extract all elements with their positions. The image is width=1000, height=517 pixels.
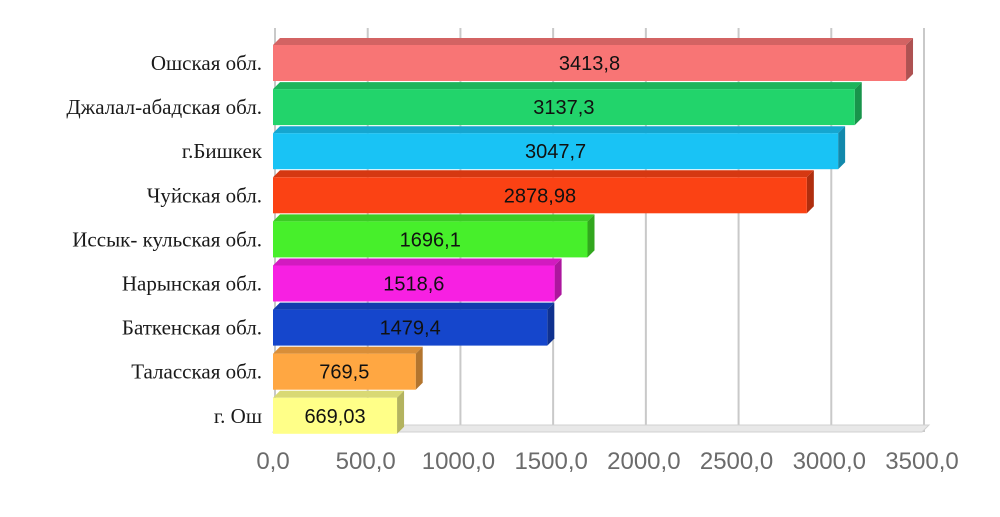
bar: [273, 221, 588, 258]
bar-group: [273, 346, 423, 390]
x-tick-label: 3000,0: [793, 448, 866, 475]
bar-top-face: [273, 302, 555, 310]
bar-top-face: [273, 346, 423, 354]
x-tick-label: 2500,0: [700, 448, 773, 475]
bar-top-face: [273, 126, 846, 134]
bar-group: [273, 82, 862, 126]
bar: [273, 265, 555, 302]
bar-group: [273, 390, 405, 434]
bar-top-face: [273, 82, 862, 90]
category-label: г.Бишкек: [182, 139, 263, 163]
x-tick-label: 3500,0: [885, 448, 958, 475]
bar-side-face: [587, 214, 595, 258]
category-label: Чуйская обл.: [147, 183, 262, 207]
bar-side-face: [906, 38, 914, 81]
x-tick-label: 0,0: [256, 448, 289, 475]
x-tick-label: 1000,0: [422, 448, 495, 475]
category-label: Иссык- кульская обл.: [72, 227, 262, 251]
bar-group: [273, 126, 846, 170]
category-label: Таласская обл.: [131, 360, 262, 384]
bar-group: [273, 170, 814, 214]
bar-top-face: [273, 214, 595, 222]
category-label: Баткенская обл.: [122, 316, 262, 340]
x-tick-label: 1500,0: [514, 448, 587, 475]
bar-group: [273, 214, 595, 258]
bar-side-face: [397, 390, 405, 434]
bar-side-face: [554, 258, 562, 302]
bar-data-label: 669,03: [304, 406, 365, 428]
bar-side-face: [415, 346, 423, 390]
bar-data-label: 3413,8: [559, 53, 620, 75]
bar-group: [273, 258, 562, 302]
bar-group: [273, 302, 555, 346]
bar-side-face: [854, 82, 862, 126]
bar-side-face: [838, 126, 846, 170]
bar: [273, 177, 807, 214]
bar-data-label: 2878,98: [504, 185, 576, 207]
bar-top-face: [273, 258, 562, 266]
bar-data-label: 3047,7: [525, 141, 586, 163]
bar-data-label: 3137,3: [533, 97, 594, 119]
bar: [273, 309, 548, 346]
bar: [273, 353, 416, 390]
bar-side-face: [806, 170, 814, 214]
category-label: г. Ош: [214, 404, 262, 428]
bar-data-label: 769,5: [319, 362, 369, 384]
x-tick-label: 2000,0: [607, 448, 680, 475]
bar: [273, 45, 907, 81]
x-tick-label: 500,0: [336, 448, 396, 475]
bar-top-face: [273, 38, 914, 45]
bar: [273, 133, 839, 170]
bar: [273, 89, 855, 126]
bar-top-face: [273, 390, 405, 398]
bar-data-label: 1696,1: [400, 229, 461, 251]
bar-group: [273, 38, 914, 81]
bar-data-label: 1479,4: [380, 318, 441, 340]
category-label: Ошская обл.: [151, 51, 262, 75]
category-label: Джалал-абадская обл.: [66, 95, 262, 119]
bar-side-face: [547, 302, 555, 346]
bar-top-face: [273, 170, 814, 178]
category-label: Нарынская обл.: [122, 272, 262, 296]
bar-data-label: 1518,6: [383, 274, 444, 296]
bar: [273, 397, 398, 434]
